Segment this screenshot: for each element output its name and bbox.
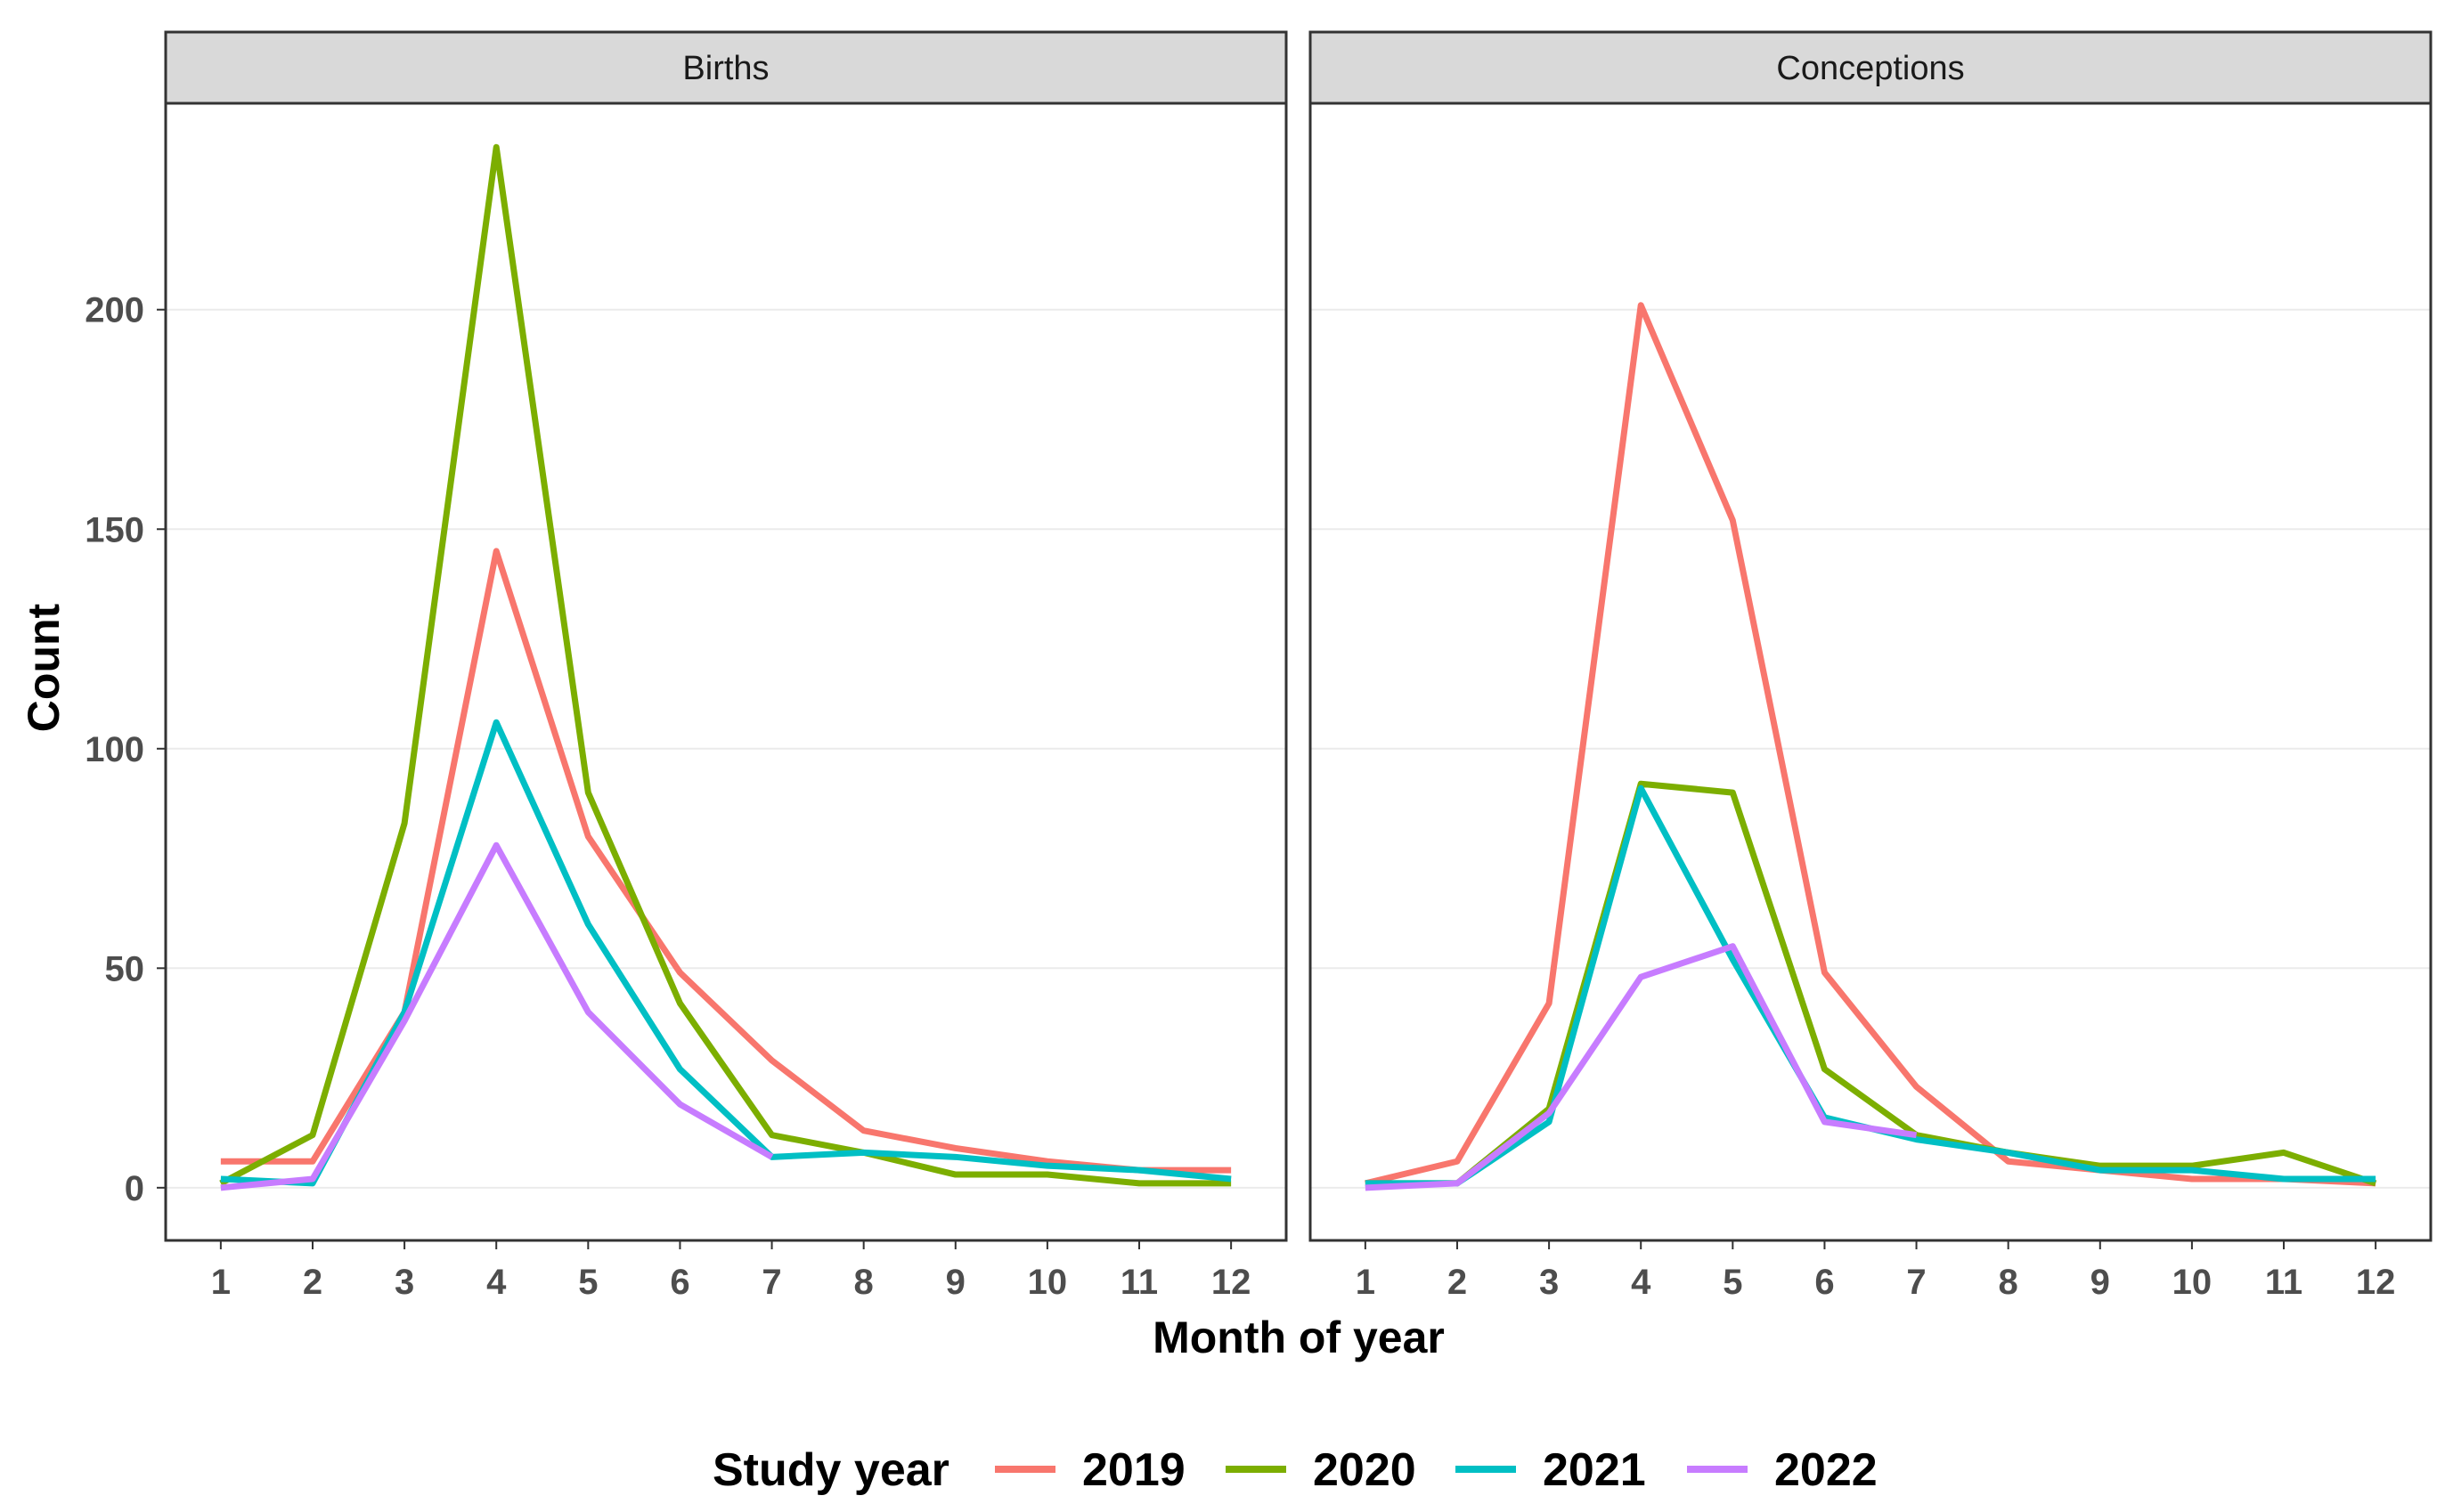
panel-border <box>1308 102 2433 1242</box>
series-line-2020 <box>219 143 1232 1187</box>
x-tick-label: 11 <box>1121 1263 1158 1302</box>
y-tick-label: 0 <box>125 1169 144 1208</box>
facet-strip <box>164 30 1288 105</box>
series-line-2021 <box>220 719 1232 1187</box>
x-tick-label: 7 <box>1906 1263 1926 1302</box>
y-tick-label: 100 <box>85 730 144 769</box>
series-line-2021 <box>1365 784 2376 1187</box>
x-tick-label: 5 <box>1723 1263 1742 1302</box>
x-tick-label: 2 <box>1447 1263 1467 1302</box>
series-line-2022 <box>1365 943 1918 1191</box>
x-tick-label: 12 <box>1211 1263 1251 1302</box>
x-tick-label: 9 <box>946 1263 966 1302</box>
series-line-2019 <box>1365 302 2376 1187</box>
legend-title: Study year <box>713 1444 949 1496</box>
facet-strip-label: Conceptions <box>1776 50 1964 87</box>
y-tick-label: 150 <box>85 510 144 549</box>
y-axis-title: Count <box>19 603 69 732</box>
legend-label-2021: 2021 <box>1543 1444 1646 1496</box>
x-tick-label: 4 <box>486 1263 507 1302</box>
x-tick-label: 8 <box>1999 1263 2018 1302</box>
x-tick-label: 11 <box>2265 1263 2302 1302</box>
panel-border <box>164 102 1288 1242</box>
legend-label-2019: 2019 <box>1082 1444 1186 1496</box>
x-tick-label: 4 <box>1631 1263 1651 1302</box>
y-tick-label: 50 <box>105 949 145 988</box>
series-line-2022 <box>220 841 774 1191</box>
x-tick-label: 5 <box>578 1263 598 1302</box>
x-tick-label: 6 <box>1814 1263 1834 1302</box>
legend: Study year 2019 2020 2021 2022 <box>713 1444 1878 1496</box>
legend-label-2020: 2020 <box>1313 1444 1416 1496</box>
x-tick-label: 10 <box>2172 1263 2213 1302</box>
x-tick-label: 7 <box>762 1263 781 1302</box>
series-line-2020 <box>1365 780 2377 1187</box>
x-tick-label: 3 <box>1539 1263 1559 1302</box>
x-tick-label: 10 <box>1028 1263 1068 1302</box>
x-tick-label: 9 <box>2090 1263 2110 1302</box>
facet-strip-label: Births <box>682 50 769 87</box>
x-tick-label: 3 <box>395 1263 414 1302</box>
x-tick-label: 12 <box>2356 1263 2396 1302</box>
x-tick-label: 1 <box>211 1263 231 1302</box>
x-tick-label: 8 <box>854 1263 874 1302</box>
y-tick-label: 200 <box>85 291 144 330</box>
legend-label-2022: 2022 <box>1774 1444 1878 1496</box>
x-tick-label: 2 <box>303 1263 322 1302</box>
x-axis-title: Month of year <box>1153 1313 1445 1362</box>
x-tick-label: 1 <box>1356 1263 1375 1302</box>
x-tick-label: 6 <box>670 1263 689 1302</box>
facet-strip <box>1308 30 2433 105</box>
